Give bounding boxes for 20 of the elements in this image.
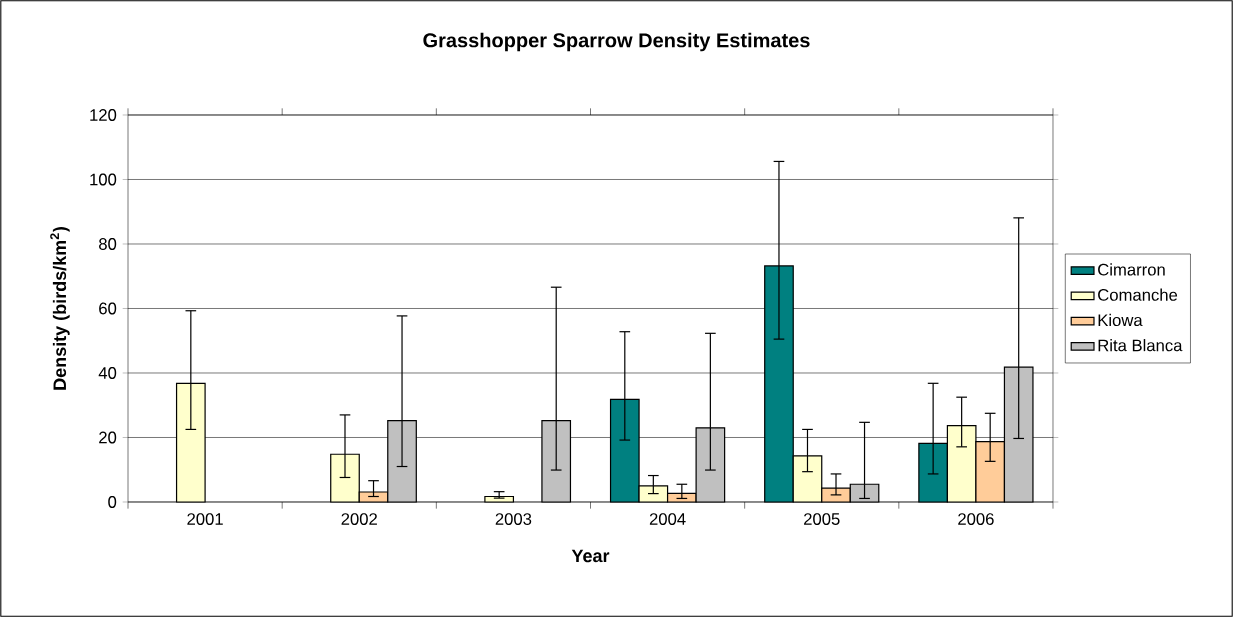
y-axis-title: Density (birds/km$^{2}$)	[50, 227, 70, 390]
legend-label: Cimarron	[1098, 263, 1165, 276]
x-tick-label: 2002	[341, 513, 377, 525]
y-tick-label: 120	[90, 109, 117, 121]
x-tick-label: 2003	[495, 513, 532, 525]
y-tick-label: 100	[90, 173, 117, 186]
y-tick-label: 40	[98, 367, 117, 379]
y-tick-label: 60	[99, 302, 117, 315]
legend-label: Comanche	[1098, 288, 1178, 301]
x-axis-title: Year	[571, 549, 610, 563]
chart-title: Grasshopper Sparrow Density Estimates	[423, 32, 810, 52]
legend-label: Kiowa	[1098, 313, 1143, 327]
x-tick-label: 2001	[187, 513, 223, 525]
legend-label: Rita Blanca	[1098, 339, 1183, 352]
y-tick-label: 20	[99, 431, 117, 444]
y-tick-label: 0	[108, 496, 117, 508]
x-tick-label: 2004	[649, 513, 686, 525]
x-tick-label: 2005	[804, 513, 840, 525]
x-tick-label: 2006	[958, 513, 994, 525]
y-tick-label: 80	[99, 238, 117, 250]
